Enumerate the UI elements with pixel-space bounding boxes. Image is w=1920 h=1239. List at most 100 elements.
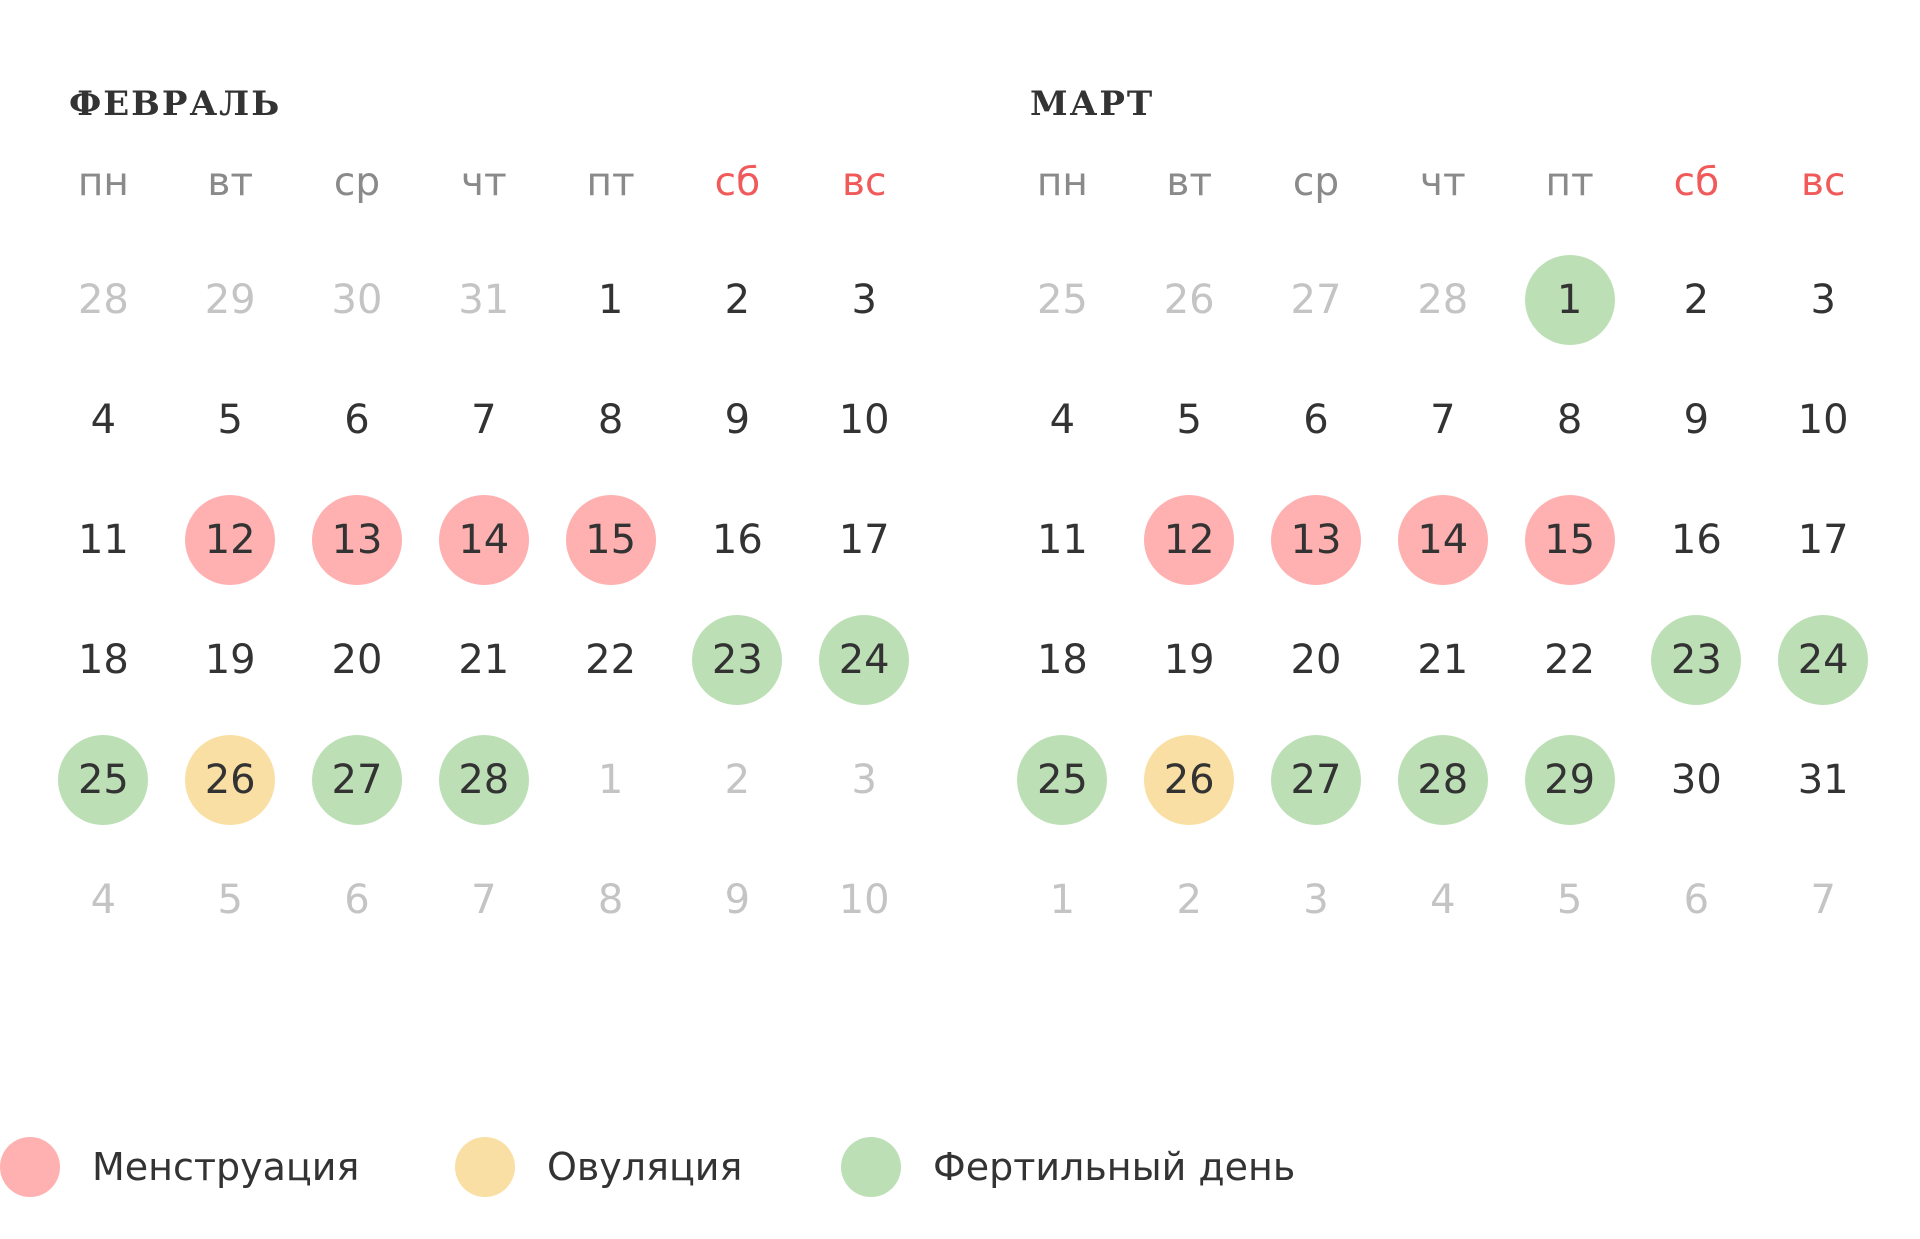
- day-cell-other-month[interactable]: 5: [167, 840, 294, 960]
- day-cell-other-month[interactable]: 10: [801, 840, 928, 960]
- day-cell[interactable]: 16: [674, 480, 801, 600]
- day-cell[interactable]: 10: [801, 360, 928, 480]
- day-cell[interactable]: 20: [1253, 600, 1380, 720]
- day-cell[interactable]: 20: [294, 600, 421, 720]
- day-cell[interactable]: 5: [167, 360, 294, 480]
- day-number: 6: [1303, 397, 1329, 443]
- day-cell-fertile[interactable]: 23: [674, 600, 801, 720]
- day-cell[interactable]: 8: [1506, 360, 1633, 480]
- day-cell-menstruation[interactable]: 14: [1379, 480, 1506, 600]
- day-cell-other-month[interactable]: 28: [1379, 240, 1506, 360]
- day-cell-other-month[interactable]: 30: [294, 240, 421, 360]
- day-cell[interactable]: 31: [1760, 720, 1887, 840]
- day-cell-other-month[interactable]: 28: [40, 240, 167, 360]
- day-number: 24: [838, 637, 890, 683]
- day-cell-fertile[interactable]: 28: [420, 720, 547, 840]
- day-cell[interactable]: 16: [1633, 480, 1760, 600]
- day-cell[interactable]: 10: [1760, 360, 1887, 480]
- day-cell-other-month[interactable]: 9: [674, 840, 801, 960]
- day-cell-other-month[interactable]: 25: [999, 240, 1126, 360]
- day-cell[interactable]: 21: [1379, 600, 1506, 720]
- day-cell[interactable]: 19: [1126, 600, 1253, 720]
- day-cell[interactable]: 5: [1126, 360, 1253, 480]
- day-cell[interactable]: 8: [547, 360, 674, 480]
- day-cell-ovulation[interactable]: 26: [167, 720, 294, 840]
- day-cell-fertile[interactable]: 27: [1253, 720, 1380, 840]
- day-cell-menstruation[interactable]: 15: [1506, 480, 1633, 600]
- day-cell[interactable]: 1: [547, 240, 674, 360]
- day-cell[interactable]: 4: [40, 360, 167, 480]
- day-cell-other-month[interactable]: 27: [1253, 240, 1380, 360]
- day-cell-menstruation[interactable]: 15: [547, 480, 674, 600]
- day-cell-other-month[interactable]: 4: [1379, 840, 1506, 960]
- day-cell-other-month[interactable]: 26: [1126, 240, 1253, 360]
- day-cell[interactable]: 18: [40, 600, 167, 720]
- day-cell[interactable]: 30: [1633, 720, 1760, 840]
- day-cell-fertile[interactable]: 25: [40, 720, 167, 840]
- day-cell[interactable]: 6: [1253, 360, 1380, 480]
- day-number: 18: [77, 637, 129, 683]
- day-cell-fertile[interactable]: 24: [1760, 600, 1887, 720]
- day-cell[interactable]: 19: [167, 600, 294, 720]
- day-cell-other-month[interactable]: 1: [999, 840, 1126, 960]
- day-number: 3: [1810, 277, 1836, 323]
- day-number: 1: [1049, 877, 1076, 923]
- day-cell[interactable]: 4: [999, 360, 1126, 480]
- day-cell-menstruation[interactable]: 12: [1126, 480, 1253, 600]
- day-cell-menstruation[interactable]: 14: [420, 480, 547, 600]
- day-cell[interactable]: 21: [420, 600, 547, 720]
- day-cell[interactable]: 17: [801, 480, 928, 600]
- fertile-marker-icon: [1778, 615, 1869, 705]
- day-cell-other-month[interactable]: 8: [547, 840, 674, 960]
- day-number: 10: [838, 397, 890, 443]
- day-number: 21: [1417, 637, 1469, 683]
- day-cell[interactable]: 17: [1760, 480, 1887, 600]
- day-cell[interactable]: 11: [40, 480, 167, 600]
- day-cell-fertile[interactable]: 28: [1379, 720, 1506, 840]
- day-cell[interactable]: 9: [674, 360, 801, 480]
- day-cell-other-month[interactable]: 6: [294, 840, 421, 960]
- day-cell[interactable]: 7: [1379, 360, 1506, 480]
- day-number: 27: [1290, 277, 1342, 323]
- day-cell-menstruation[interactable]: 12: [167, 480, 294, 600]
- day-cell[interactable]: 22: [547, 600, 674, 720]
- weekday-label: чт: [1419, 160, 1466, 205]
- day-cell-other-month[interactable]: 1: [547, 720, 674, 840]
- week-row: 11 12 13 14 15 16 17: [40, 480, 928, 600]
- day-cell-fertile[interactable]: 23: [1633, 600, 1760, 720]
- day-cell-fertile[interactable]: 25: [999, 720, 1126, 840]
- day-cell-other-month[interactable]: 2: [674, 720, 801, 840]
- day-cell-menstruation[interactable]: 13: [1253, 480, 1380, 600]
- day-cell[interactable]: 2: [1633, 240, 1760, 360]
- day-cell-other-month[interactable]: 6: [1633, 840, 1760, 960]
- day-cell-fertile[interactable]: 29: [1506, 720, 1633, 840]
- day-cell-other-month[interactable]: 3: [801, 720, 928, 840]
- day-cell-other-month[interactable]: 29: [167, 240, 294, 360]
- day-cell-fertile[interactable]: 27: [294, 720, 421, 840]
- day-cell[interactable]: 6: [294, 360, 421, 480]
- day-cell-other-month[interactable]: 4: [40, 840, 167, 960]
- menstruation-marker-icon: [1270, 495, 1361, 585]
- day-cell-fertile[interactable]: 1: [1506, 240, 1633, 360]
- day-number: 4: [90, 397, 117, 443]
- day-cell[interactable]: 22: [1506, 600, 1633, 720]
- day-cell[interactable]: 18: [999, 600, 1126, 720]
- fertile-dot-icon: [841, 1137, 901, 1197]
- day-cell-other-month[interactable]: 7: [1760, 840, 1887, 960]
- day-cell[interactable]: 9: [1633, 360, 1760, 480]
- day-cell-other-month[interactable]: 3: [1253, 840, 1380, 960]
- day-cell-ovulation[interactable]: 26: [1126, 720, 1253, 840]
- weekday-label: чт: [460, 160, 507, 205]
- day-cell-other-month[interactable]: 7: [420, 840, 547, 960]
- day-cell-other-month[interactable]: 31: [420, 240, 547, 360]
- day-cell[interactable]: 7: [420, 360, 547, 480]
- day-cell-fertile[interactable]: 24: [801, 600, 928, 720]
- day-cell-other-month[interactable]: 5: [1506, 840, 1633, 960]
- day-cell-other-month[interactable]: 2: [1126, 840, 1253, 960]
- day-number: 17: [1797, 517, 1849, 563]
- day-cell-menstruation[interactable]: 13: [294, 480, 421, 600]
- day-cell[interactable]: 11: [999, 480, 1126, 600]
- day-cell[interactable]: 2: [674, 240, 801, 360]
- day-cell[interactable]: 3: [1760, 240, 1887, 360]
- day-cell[interactable]: 3: [801, 240, 928, 360]
